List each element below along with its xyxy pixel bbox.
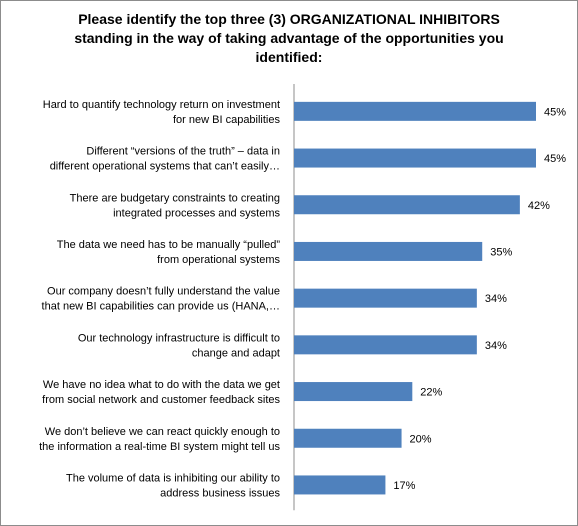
category-label: We don’t believe we can react quickly en… <box>45 426 280 438</box>
category-label: There are budgetary constraints to creat… <box>70 192 280 204</box>
data-label: 20% <box>410 433 432 445</box>
data-label: 45% <box>544 106 566 118</box>
category-label: The data we need has to be manually “pul… <box>57 239 281 251</box>
category-label: the information a real-time BI system mi… <box>39 441 280 453</box>
bar <box>294 428 402 448</box>
category-label: from operational systems <box>157 254 280 266</box>
data-label: 34% <box>485 340 507 352</box>
category-label: that new BI capabilities can provide us … <box>42 301 280 313</box>
category-label: We have no idea what to do with the data… <box>43 379 280 391</box>
data-label: 42% <box>528 200 550 212</box>
category-label: Our company doesn’t fully understand the… <box>47 286 280 298</box>
category-label: integrated processes and systems <box>113 207 280 219</box>
bar <box>294 195 520 215</box>
chart-title: Please identify the top three (3) ORGANI… <box>21 10 557 67</box>
bar <box>294 335 477 355</box>
bar <box>294 148 536 168</box>
category-label: change and adapt <box>192 347 280 359</box>
category-label: Our technology infrastructure is difficu… <box>78 332 280 344</box>
data-label: 45% <box>544 153 566 165</box>
chart-title-line: Please identify the top three (3) ORGANI… <box>78 11 500 27</box>
bar <box>294 382 413 402</box>
bar <box>294 288 477 308</box>
category-label: for new BI capabilities <box>173 114 280 126</box>
category-label: different operational systems that can’t… <box>50 161 280 173</box>
data-label: 35% <box>490 246 512 258</box>
category-label: Hard to quantify technology return on in… <box>43 99 280 111</box>
data-label: 22% <box>420 387 442 399</box>
data-label: 17% <box>393 480 415 492</box>
bar <box>294 241 483 261</box>
chart-title-line: identified: <box>255 49 323 65</box>
category-label: The volume of data is inhibiting our abi… <box>66 472 280 484</box>
bar <box>294 101 536 121</box>
category-label: from social network and customer feedbac… <box>42 394 280 406</box>
category-label: address business issues <box>160 487 280 499</box>
bar <box>294 475 386 495</box>
category-label: Different “versions of the truth” – data… <box>86 146 280 158</box>
chart-title-line: standing in the way of taking advantage … <box>74 30 504 46</box>
data-label: 34% <box>485 293 507 305</box>
